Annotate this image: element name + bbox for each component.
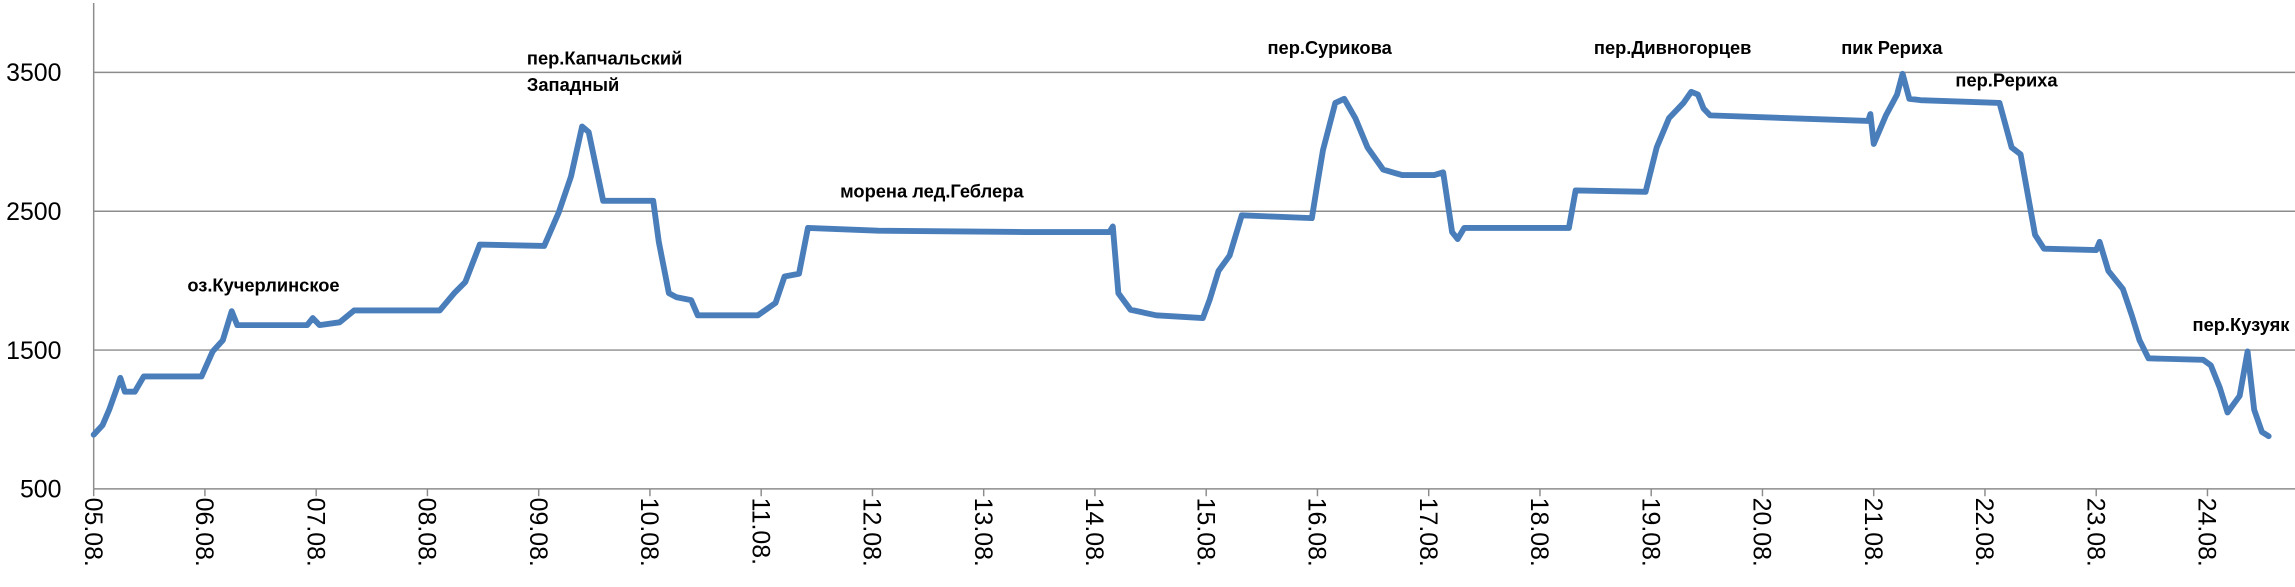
x-tick-label: 08.08. (413, 498, 441, 567)
annotation: пер.Дивногорцев (1594, 37, 1752, 58)
y-tick-label: 1500 (6, 337, 61, 365)
annotation: Западный (527, 74, 619, 95)
x-tick-label: 24.08. (2193, 498, 2221, 567)
y-tick-label: 2500 (6, 198, 61, 226)
x-tick-label: 11.08. (746, 498, 774, 565)
annotation: пер.Капчальский (527, 47, 682, 68)
x-tick-label: 21.08. (1859, 498, 1887, 567)
y-tick-label: 3500 (6, 59, 61, 87)
x-tick-label: 18.08. (1525, 498, 1553, 567)
x-tick-label: 22.08. (1970, 498, 1998, 567)
x-tick-label: 13.08. (969, 498, 997, 567)
elevation-line (90, 70, 2272, 440)
annotation: оз.Кучерлинское (187, 274, 339, 295)
x-tick-label: 23.08. (2081, 498, 2109, 567)
annotation: морена лед.Геблера (840, 181, 1024, 202)
x-tick-label: 19.08. (1636, 498, 1664, 567)
annotation: пик Рериха (1841, 37, 1943, 58)
y-tick-label: 500 (20, 476, 62, 504)
x-tick-label: 05.08. (79, 498, 107, 567)
annotation: пер.Кузуяк (2193, 314, 2291, 335)
x-tick-label: 15.08. (1191, 498, 1219, 567)
x-tick-label: 20.08. (1748, 498, 1776, 567)
annotation: пер.Сурикова (1268, 37, 1393, 58)
x-tick-label: 07.08. (301, 498, 329, 567)
x-tick-label: 17.08. (1414, 498, 1442, 567)
annotation: пер.Рериха (1955, 69, 2058, 90)
x-tick-label: 09.08. (524, 498, 552, 567)
x-tick-label: 10.08. (635, 498, 663, 567)
x-tick-label: 14.08. (1080, 498, 1108, 567)
x-tick-label: 12.08. (858, 498, 886, 567)
x-tick-label: 16.08. (1303, 498, 1331, 567)
x-tick-label: 06.08. (190, 498, 218, 567)
